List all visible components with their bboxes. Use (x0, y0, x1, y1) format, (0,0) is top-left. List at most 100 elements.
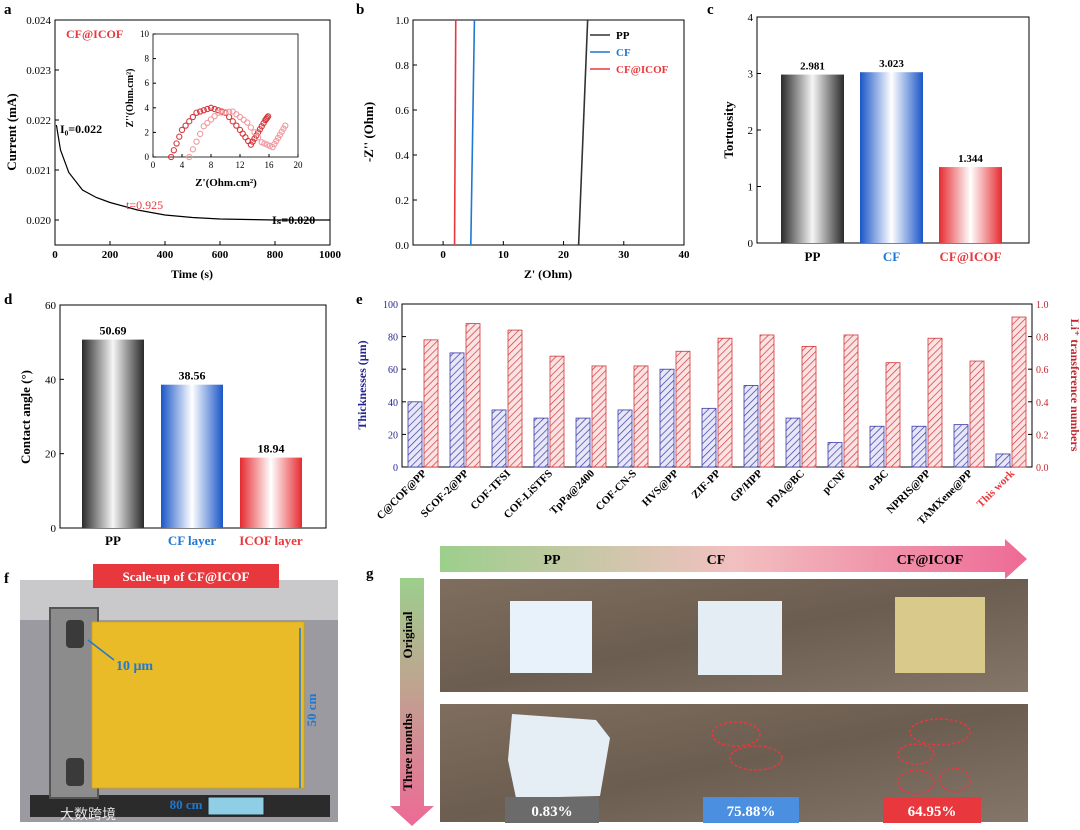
inset-data-point (260, 120, 267, 127)
inset-data-point (225, 108, 233, 115)
panel-c: c 0 1 2 3 4 2.981 PP 3.023 CF 1.344 CF@ICOF Tortu… (707, 2, 1030, 264)
x-tick-label: 40 (679, 249, 691, 261)
series-line-pp (577, 19, 589, 246)
category-label: PP (105, 533, 121, 548)
inset-data-point (200, 107, 207, 114)
row-label-original: Original (400, 611, 415, 658)
inset-points (167, 104, 289, 161)
vertical-time-arrow (390, 578, 434, 826)
inset-x-tick-label: 8 (209, 160, 214, 170)
inset-data-point (207, 104, 215, 111)
category-label: PP (805, 249, 821, 264)
category-label: TpPa@2400 (548, 467, 598, 517)
banner-text: Scale-up of CF@ICOF (123, 569, 250, 584)
time-arrow (440, 539, 1027, 579)
bar-value-label: 2.981 (800, 61, 825, 73)
pp-percent: 0.83% (531, 804, 572, 820)
inset-data-point (256, 126, 264, 133)
inset-data-point (222, 108, 229, 116)
thickness-bar (869, 425, 885, 468)
y-tick-label: 60 (388, 365, 398, 376)
inset-data-point (167, 153, 175, 161)
y-tick-label: 0.0 (1036, 463, 1049, 474)
y-axis-label-b: -Z'' (Ohm) (361, 102, 376, 162)
thickness-bar (407, 401, 423, 468)
y-axis-label-c: Tortuosity (721, 101, 736, 159)
thickness-bar (533, 417, 549, 468)
y-tick-label: 1 (748, 182, 754, 194)
inset-data-point (186, 153, 193, 161)
micrometer-knob-bottom (66, 758, 84, 786)
x-tick-label: 600 (212, 249, 229, 261)
thickness-bar (995, 453, 1011, 468)
inset-data-point (269, 144, 276, 151)
row-label-three-months: Three months (400, 713, 415, 790)
x-axis-label-a: Time (s) (171, 267, 213, 281)
bar-value-label: 18.94 (258, 442, 285, 456)
panel-letter-b: b (356, 2, 364, 18)
thickness-bar (743, 385, 759, 468)
panel-letter-a: a (4, 2, 12, 18)
inset-y-tick-label: 10 (140, 29, 150, 39)
category-label: PDA@BC (765, 468, 808, 511)
inset-data-point (211, 105, 218, 113)
transference-bar (675, 350, 691, 468)
y-tick-label: 80 (388, 333, 398, 344)
transference-label: t=0.925 (126, 198, 163, 212)
thickness-bar (953, 424, 969, 468)
pp-membrane-aged (508, 714, 610, 798)
y-tick-label: 0.0 (395, 240, 409, 252)
x-tick-label: 0 (52, 249, 58, 261)
inset-data-point (244, 119, 251, 126)
panel-letter-d: d (4, 292, 13, 308)
thickness-bar (617, 409, 633, 468)
inset-x-tick-label: 0 (151, 160, 156, 170)
watermark: 大数跨境 (60, 807, 116, 823)
degradation-circle (909, 718, 971, 746)
thickness-pointer (87, 639, 115, 661)
bar-value-label: 3.023 (879, 58, 904, 70)
category-label: pCNF (820, 467, 849, 496)
x-tick-label: 10 (498, 249, 510, 261)
x-axis-label-b: Z' (Ohm) (524, 267, 572, 281)
bar-icof-layer (240, 457, 302, 528)
y-tick-label: 0.6 (1036, 365, 1049, 376)
category-label: CF (883, 249, 900, 264)
y-axis-label-e-left: Thicknesses (μm) (355, 340, 369, 429)
transference-bar (969, 360, 985, 468)
x-tick-label: 0 (440, 249, 446, 261)
category-label: ICOF layer (239, 533, 303, 548)
is-label: Iₛ=0.020 (272, 213, 315, 227)
inset-data-point (251, 129, 258, 136)
inset-data-point (189, 113, 197, 121)
inset-data-point (182, 122, 189, 129)
inset-data-point (229, 118, 236, 125)
y-tick-label: 0.020 (26, 215, 51, 227)
inset-data-point (173, 140, 180, 147)
y-ticks-c: 0 1 2 3 4 (748, 12, 761, 250)
transference-bar (507, 329, 523, 468)
inset-y-tick-label: 4 (145, 103, 150, 113)
inset-data-point (218, 109, 226, 116)
transference-bar (927, 337, 943, 468)
y-tick-label: 1.0 (395, 15, 409, 27)
inset-data-point (189, 146, 197, 153)
transference-bar (717, 337, 733, 468)
thickness-bar (911, 425, 927, 468)
category-label: CF@ICOF (940, 249, 1002, 264)
y-tick-label: 0.4 (1036, 398, 1049, 409)
nyquist-lines (453, 19, 589, 246)
inset-data-point (276, 131, 284, 139)
y-tick-label: 0.8 (1036, 333, 1049, 344)
width-label: 80 cm (170, 797, 203, 812)
inset-data-point (176, 133, 183, 140)
x-category-labels-e: C@COF@PPSCOF-2@PPCOF-TFSICOF-LiSTFSTpPa@… (375, 467, 1018, 527)
panel-e: e 0 20 40 60 80 100 0.0 0.2 0.4 0.6 0.8 1.0 C@COF@… (355, 292, 1080, 527)
inset-data-point (193, 138, 200, 145)
icof-membrane-original (895, 597, 985, 673)
inset-y-tick-label: 6 (145, 78, 150, 88)
panel-g: g PP CF CF@ICOF Original Three months 0.… (366, 539, 1028, 826)
thickness-bar (701, 407, 717, 468)
y-tick-label: 0 (51, 523, 57, 535)
y-tick-label: 0.6 (395, 105, 409, 117)
